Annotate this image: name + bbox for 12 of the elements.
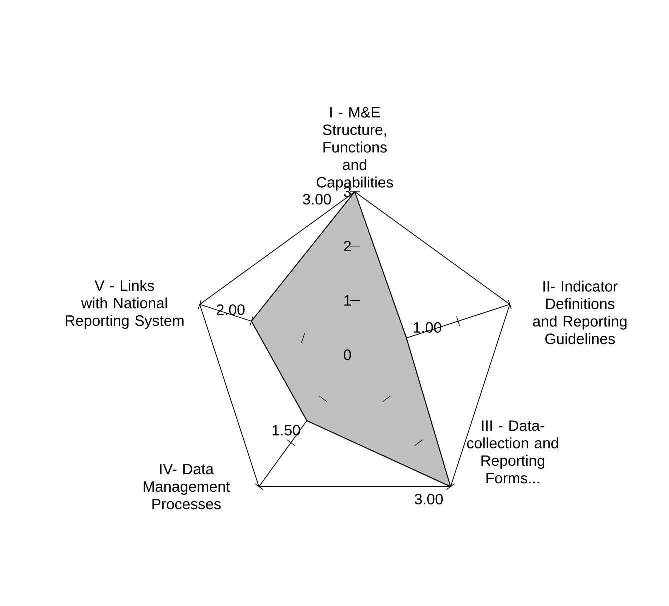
y-tick-label: 1 xyxy=(344,296,352,306)
y-tick-label: 2 xyxy=(344,241,352,252)
data-label: 3.00 xyxy=(303,194,332,205)
spoke-label: V - Links with National Reporting System xyxy=(66,280,184,330)
spoke-label: III - Data-collection and Reporting Forms... xyxy=(467,420,558,484)
spoke-label: IV- Data Management Processes xyxy=(144,464,230,510)
data-label: 2.00 xyxy=(217,304,245,316)
data-label: 3.00 xyxy=(414,494,444,505)
data-label: 1.00 xyxy=(414,322,442,333)
data-label: 1.50 xyxy=(272,425,300,436)
spoke-label: II- Indicator Definitions and Reporting Guidelines xyxy=(533,280,627,344)
y-tick-label: 0 xyxy=(344,350,352,360)
